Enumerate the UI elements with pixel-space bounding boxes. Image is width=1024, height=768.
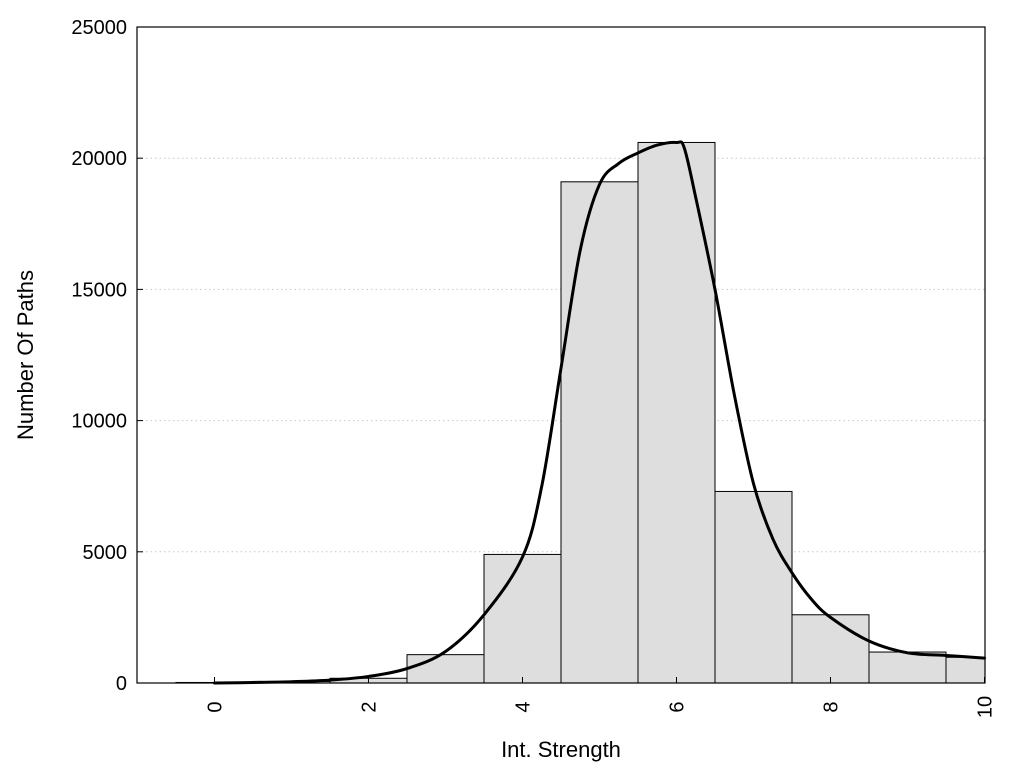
x-tick-label: 10 <box>975 696 997 718</box>
y-tick-label: 20000 <box>71 148 127 170</box>
y-tick-label: 5000 <box>83 542 128 564</box>
histogram-bar <box>714 490 793 684</box>
histogram-bar <box>560 181 639 684</box>
x-tick-label: 4 <box>513 701 535 712</box>
tick-labels: 0 5000 10000 15000 20000 25000 0 2 4 6 8 10 <box>71 17 996 718</box>
axis-ticks <box>137 26 985 684</box>
plot-frame <box>136 26 986 684</box>
y-axis-title: Number Of Paths <box>13 270 38 440</box>
histogram-bar <box>637 141 716 684</box>
y-tick-label: 10000 <box>71 411 127 433</box>
y-tick-label: 25000 <box>71 17 127 39</box>
histogram-bar <box>945 656 986 684</box>
histogram-bar <box>868 651 947 684</box>
fit-curve-layer <box>213 140 986 685</box>
y-tick-label: 0 <box>116 673 127 695</box>
x-tick-label: 6 <box>667 701 689 712</box>
y-tick-label: 15000 <box>71 279 127 301</box>
x-tick-label: 2 <box>359 701 381 712</box>
histogram-bar <box>483 553 562 684</box>
fit-curve <box>213 140 986 685</box>
histogram-bar <box>791 614 870 684</box>
histogram-bars <box>175 141 986 684</box>
x-tick-label: 8 <box>821 701 843 712</box>
x-axis-title: Int. Strength <box>501 737 621 762</box>
histogram-bar <box>406 654 485 684</box>
x-tick-label: 0 <box>205 701 227 712</box>
